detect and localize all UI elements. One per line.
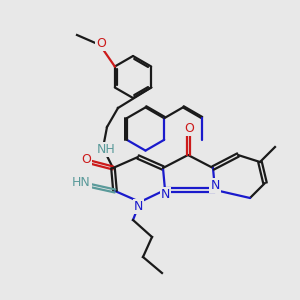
Text: H: H: [80, 178, 89, 191]
Text: O: O: [184, 122, 194, 135]
Text: NH: NH: [97, 143, 116, 156]
Text: N: N: [134, 200, 143, 213]
Text: HN: HN: [72, 176, 91, 189]
Text: O: O: [82, 153, 91, 167]
Text: N: N: [210, 179, 220, 192]
Text: N: N: [161, 188, 170, 201]
Text: O: O: [96, 37, 106, 50]
